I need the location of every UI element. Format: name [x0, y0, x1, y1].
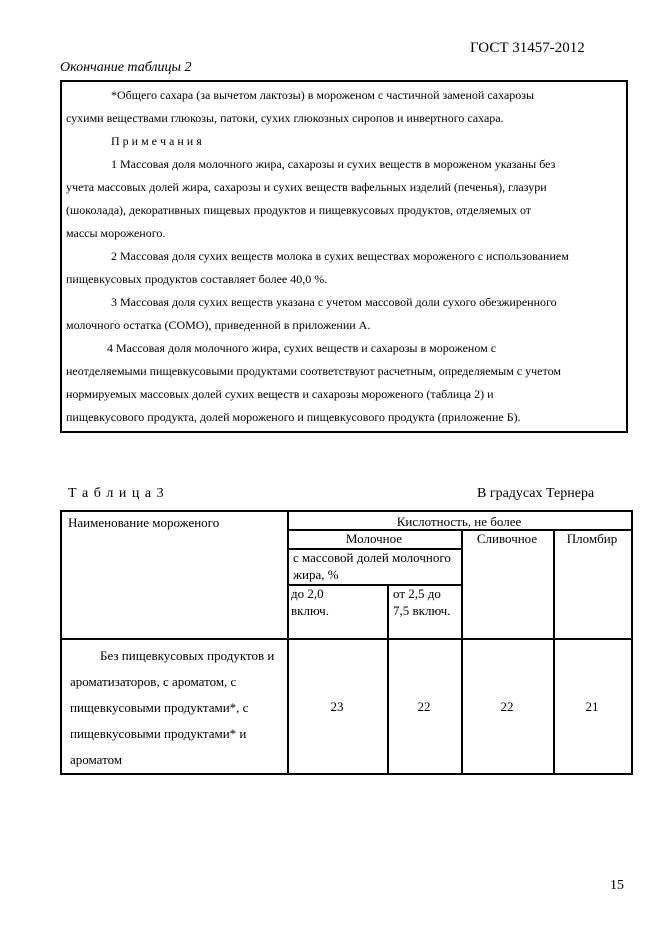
- header-up-to-2: до 2,0 включ.: [287, 584, 389, 640]
- note-line: массы мороженого.: [66, 226, 166, 240]
- note-line: пищевкусовых продуктов составляет более …: [66, 272, 328, 286]
- note-line: *Общего сахара (за вычетом лактозы) в мо…: [111, 88, 535, 102]
- header-name: Наименование мороженого: [60, 510, 289, 640]
- note-line: П р и м е ч а н и я: [111, 134, 202, 148]
- value-up-to-2: 23: [287, 638, 389, 775]
- header-acidity: Кислотность, не более: [287, 510, 633, 531]
- note-line: сухими веществами глюкозы, патоки, сухих…: [66, 111, 504, 125]
- note-line: неотделяемыми пищевкусовыми продуктами с…: [66, 364, 561, 378]
- note-line: учета массовых долей жира, сахарозы и су…: [66, 180, 547, 194]
- table3-label: Т а б л и ц а 3: [68, 486, 165, 501]
- note-line: 1 Массовая доля молочного жира, сахарозы…: [111, 157, 556, 171]
- header-fat-share: с массовой долей молочного жира, %: [287, 548, 463, 586]
- standard-number: ГОСТ 31457-2012: [470, 40, 585, 56]
- table-continuation-caption: Окончание таблицы 2: [60, 60, 192, 75]
- note-line: 2 Массовая доля сухих веществ молока в с…: [111, 249, 569, 263]
- row-name: Без пищевкусовых продуктов и ароматизато…: [60, 638, 289, 775]
- note-line: 3 Массовая доля сухих веществ указана с …: [111, 295, 557, 309]
- note-line: нормируемых массовых долей сухих веществ…: [66, 387, 494, 401]
- header-milk: Молочное: [287, 529, 463, 550]
- value-plombir: 21: [553, 638, 633, 775]
- note-line: молочного остатка (СОМО), приведенной в …: [66, 318, 371, 332]
- note-line: 4 Массовая доля молочного жира, сухих ве…: [107, 341, 497, 355]
- page-number: 15: [610, 878, 624, 893]
- value-from-2-5: 22: [387, 638, 463, 775]
- header-cream: Сливочное: [461, 529, 555, 640]
- note-line: (шоколада), декоративных пищевых продукт…: [66, 203, 532, 217]
- table2-notes-box: *Общего сахара (за вычетом лактозы) в мо…: [60, 80, 628, 433]
- table3-unit: В градусах Тернера: [477, 486, 595, 501]
- note-line: пищевкусового продукта, долей мороженого…: [66, 410, 521, 424]
- header-from-2-5: от 2,5 до 7,5 включ.: [387, 584, 463, 640]
- table3: Наименование мороженого Кислотность, не …: [60, 510, 633, 775]
- value-cream: 22: [461, 638, 555, 775]
- header-plombir: Пломбир: [553, 529, 633, 640]
